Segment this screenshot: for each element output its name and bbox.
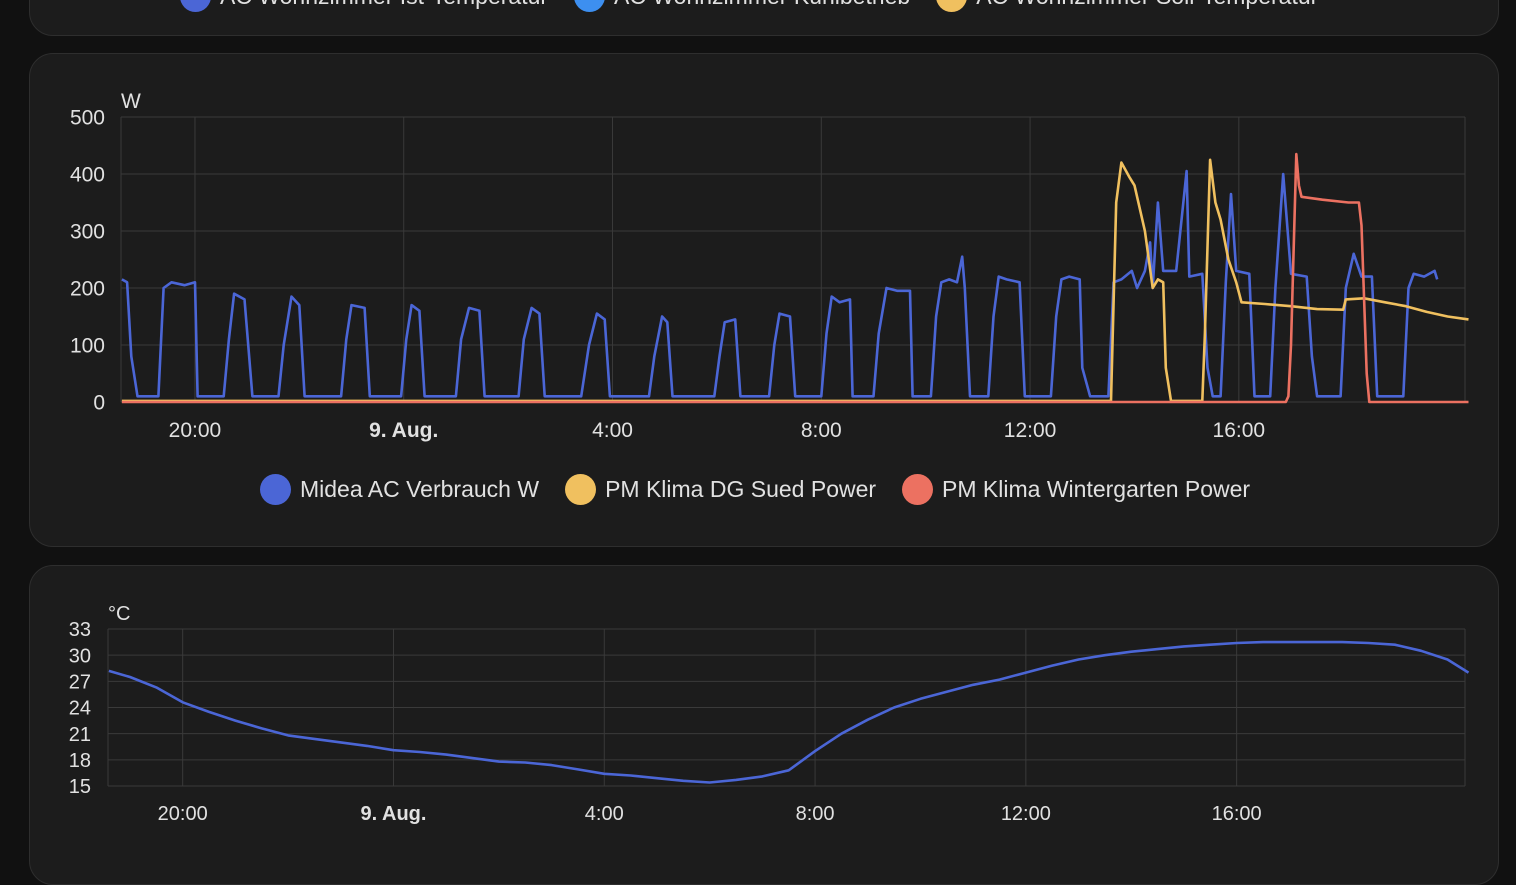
series-line-0 (121, 169, 1439, 398)
series-line-2 (121, 152, 1469, 404)
y-tick-label: 0 (93, 392, 105, 415)
y-tick-label: 15 (69, 776, 91, 798)
x-tick-label: 20:00 (158, 803, 208, 825)
x-tick-label: 16:00 (1213, 419, 1266, 442)
y-tick-label: 27 (69, 672, 91, 694)
x-tick-label: 16:00 (1212, 803, 1262, 825)
legend-label: AC Wohnzimmer Ist-Temperatur (220, 0, 548, 10)
y-tick-label: 18 (69, 750, 91, 772)
power-chart: 0 100 200 300 400 500 20:00 9. Aug. 4:00 8:00 12:0… (70, 90, 1469, 442)
x-tick-label: 20:00 (169, 419, 222, 442)
legend-item-soll-temperatur[interactable]: AC Wohnzimmer Soll-Temperatur (936, 0, 1318, 12)
legend-item-midea-ac[interactable]: Midea AC Verbrauch W (260, 474, 539, 505)
power-history-card: 0 100 200 300 400 500 20:00 9. Aug. 4:00 8:00 12:0… (29, 53, 1499, 547)
y-tick-label: 300 (70, 221, 105, 244)
y-tick-label: 200 (70, 278, 105, 301)
x-tick-label: 8:00 (796, 803, 835, 825)
y-tick-label: 30 (69, 645, 91, 667)
legend-swatch (565, 474, 597, 505)
legend-label: PM Klima Wintergarten Power (942, 476, 1251, 502)
legend-item-ist-temperatur[interactable]: AC Wohnzimmer Ist-Temperatur (180, 0, 548, 12)
y-tick-label: 400 (70, 164, 105, 187)
legend-item-pm-klima-dg-sued[interactable]: PM Klima DG Sued Power (565, 474, 876, 505)
y-tick-label: 100 (70, 335, 105, 358)
series-line-10 (108, 640, 1470, 784)
x-tick-label: 8:00 (801, 419, 842, 442)
series-line-1 (121, 158, 1469, 403)
y-tick-label: 24 (69, 698, 91, 720)
legend-item-kuehlbetrieb[interactable]: AC Wohnzimmer Kühlbetrieb (574, 0, 910, 12)
legend-swatch (180, 0, 211, 12)
unit-label: W (121, 90, 141, 113)
y-tick-label: 21 (69, 724, 91, 746)
legend-label: Midea AC Verbrauch W (300, 476, 540, 502)
legend-swatch (260, 474, 291, 505)
power-chart-legend: Midea AC Verbrauch W PM Klima DG Sued Po… (260, 474, 1276, 505)
top-history-card: AC Wohnzimmer Ist-Temperatur AC Wohnzimm… (29, 0, 1499, 36)
legend-item-pm-klima-wintergarten[interactable]: PM Klima Wintergarten Power (902, 474, 1250, 505)
legend-swatch (902, 474, 934, 505)
temperature-chart: 15 18 21 24 27 30 33 20:00 9. Aug. 4:00 8:00 12:00 1… (69, 603, 1470, 825)
unit-label: °C (108, 603, 130, 625)
x-tick-label: 9. Aug. (369, 419, 438, 442)
legend-label: PM Klima DG Sued Power (605, 476, 877, 502)
temperature-history-card: 15 18 21 24 27 30 33 20:00 9. Aug. 4:00 8:00 12:00 1… (29, 565, 1499, 885)
top-chart-legend: AC Wohnzimmer Ist-Temperatur AC Wohnzimm… (180, 0, 1344, 12)
x-tick-label: 12:00 (1004, 419, 1057, 442)
legend-label: AC Wohnzimmer Soll-Temperatur (976, 0, 1318, 10)
y-tick-label: 500 (70, 107, 105, 130)
x-tick-label: 9. Aug. (361, 803, 427, 825)
x-tick-label: 4:00 (592, 419, 633, 442)
y-tick-label: 33 (69, 619, 91, 641)
legend-swatch (936, 0, 968, 12)
legend-label: AC Wohnzimmer Kühlbetrieb (614, 0, 910, 10)
x-tick-label: 12:00 (1001, 803, 1051, 825)
legend-swatch (574, 0, 606, 12)
x-tick-label: 4:00 (585, 803, 624, 825)
